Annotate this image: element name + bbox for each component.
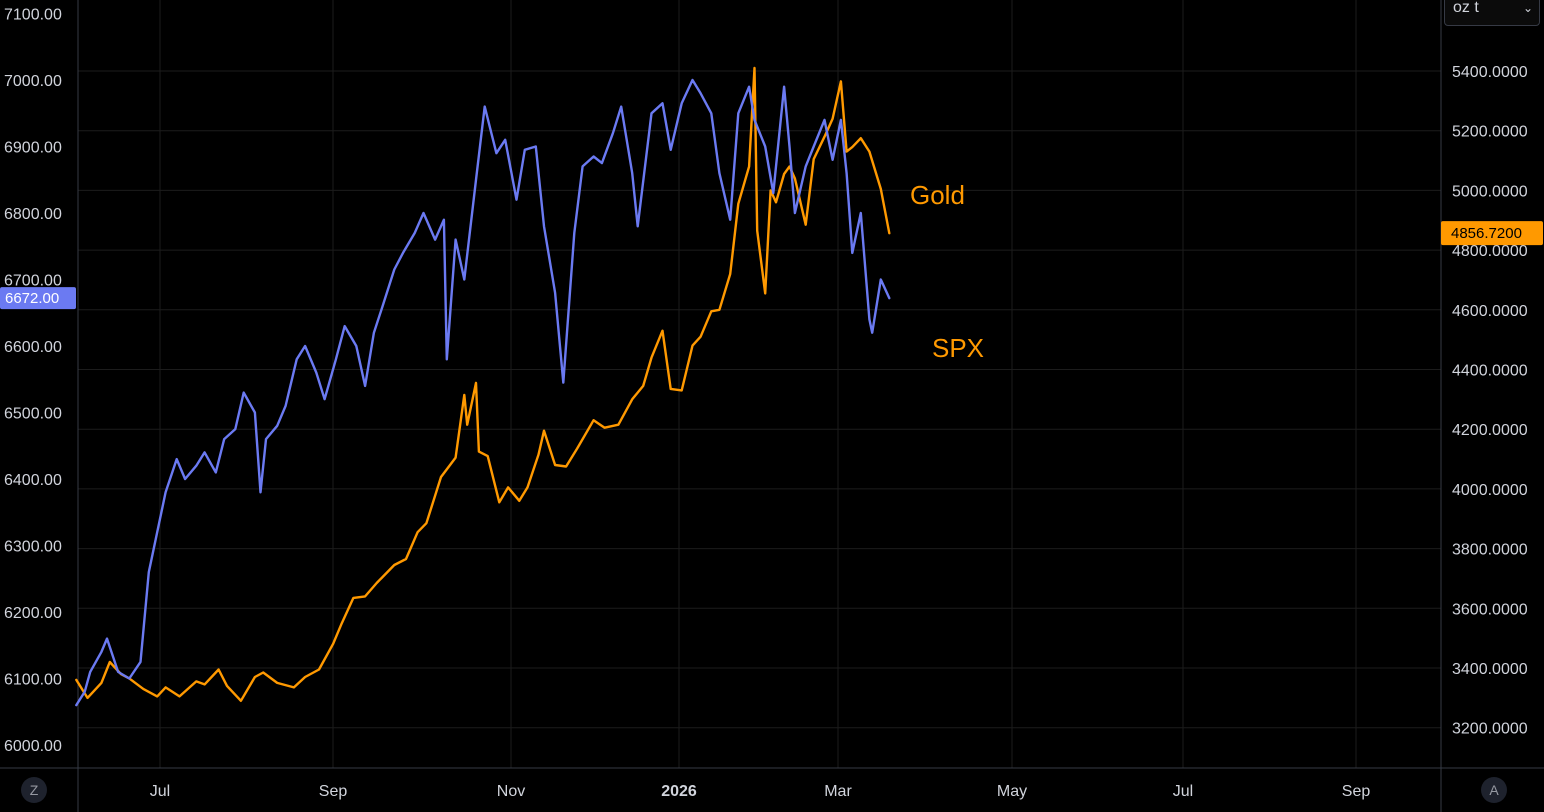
- left-axis-tick-label: 6100.00: [4, 672, 62, 689]
- time-axis[interactable]: Jul Sep Nov 2026 Mar May Jul Sep: [150, 783, 1371, 800]
- right-axis-tick-label: 4800.0000: [1452, 243, 1528, 260]
- left-axis-tick-label: 6300.00: [4, 539, 62, 556]
- time-axis-tick-label: Nov: [497, 783, 525, 800]
- left-axis-tick-label: 6500.00: [4, 406, 62, 423]
- right-axis-tick-label: 4600.0000: [1452, 303, 1528, 320]
- left-price-axis[interactable]: 7100.00 7000.00 6900.00 6800.00 6700.00 6600.…: [4, 7, 62, 756]
- time-axis-tick-label: 2026: [661, 783, 697, 800]
- time-axis-tick-label: May: [997, 783, 1027, 800]
- spx-series-label: SPX: [932, 333, 984, 363]
- left-axis-tick-label: 6800.00: [4, 206, 62, 223]
- spx-series-line[interactable]: [75, 78, 891, 707]
- chevron-down-icon: ⌄: [1522, 1, 1533, 15]
- right-axis-tick-label: 4000.0000: [1452, 482, 1528, 499]
- right-axis-tick-label: 3200.0000: [1452, 721, 1528, 738]
- gold-series-line[interactable]: [75, 66, 891, 702]
- right-axis-tick-label: 5400.0000: [1452, 64, 1528, 81]
- left-axis-tick-label: 6000.00: [4, 738, 62, 755]
- right-axis-tick-label: 4400.0000: [1452, 363, 1528, 380]
- left-axis-tick-label: 6400.00: [4, 472, 62, 489]
- gold-price-tag: 4856.7200: [1441, 221, 1543, 246]
- right-price-axis[interactable]: 5400.0000 5200.0000 5000.0000 4800.0000 4600…: [1452, 64, 1528, 738]
- scale-mode-button[interactable]: Z: [21, 777, 47, 803]
- right-axis-tick-label: 3600.0000: [1452, 601, 1528, 618]
- left-axis-tick-label: 6700.00: [4, 273, 62, 290]
- left-axis-tick-label: 6200.00: [4, 605, 62, 622]
- gold-series-label: Gold: [910, 180, 965, 210]
- unit-select-value: oz t: [1453, 0, 1479, 16]
- auto-scale-button[interactable]: A: [1481, 777, 1507, 803]
- time-axis-tick-label: Sep: [1342, 783, 1371, 800]
- right-axis-tick-label: 5200.0000: [1452, 124, 1528, 141]
- left-axis-tick-label: 7000.00: [4, 73, 62, 90]
- time-axis-tick-label: Mar: [824, 783, 852, 800]
- gold-last-value: 4856.7200: [1451, 225, 1522, 242]
- time-axis-tick-label: Jul: [150, 783, 170, 800]
- right-axis-tick-label: 5000.0000: [1452, 183, 1528, 200]
- left-axis-tick-label: 6900.00: [4, 140, 62, 157]
- series-layer: [75, 66, 891, 707]
- spx-last-value: 6672.00: [5, 290, 59, 307]
- right-axis-tick-label: 4200.0000: [1452, 422, 1528, 439]
- left-axis-tick-label: 6600.00: [4, 339, 62, 356]
- left-axis-tick-label: 7100.00: [4, 7, 62, 24]
- right-axis-tick-label: 3400.0000: [1452, 661, 1528, 678]
- right-axis-tick-label: 3800.0000: [1452, 542, 1528, 559]
- time-axis-tick-label: Sep: [319, 783, 348, 800]
- unit-select[interactable]: oz t ⌄: [1444, 0, 1540, 26]
- time-axis-tick-label: Jul: [1173, 783, 1193, 800]
- spx-price-tag: 6672.00: [0, 287, 76, 310]
